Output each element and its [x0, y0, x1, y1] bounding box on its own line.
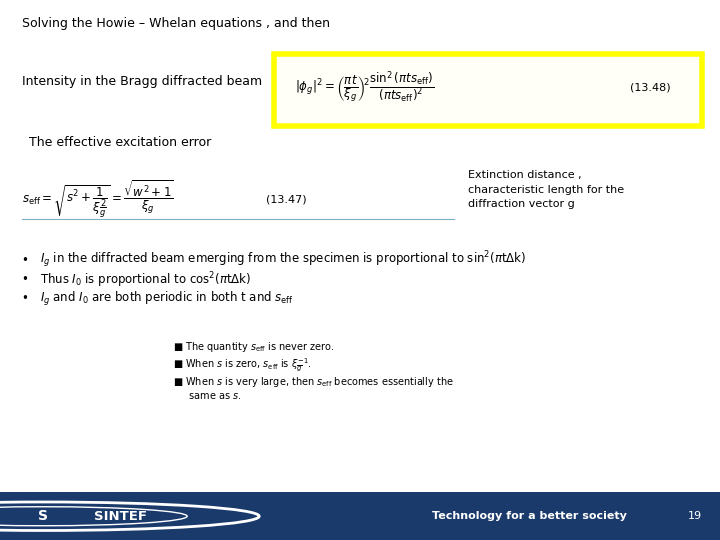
- Text: $I_g$ and $I_0$ are both periodic in both t and $s_{\mathrm{eff}}$: $I_g$ and $I_0$ are both periodic in bot…: [40, 290, 294, 308]
- Text: $|\phi_g|^2 = \left(\dfrac{\pi t}{\xi_g}\right)^{\!2} \dfrac{\sin^2(\pi t s_{\rm: $|\phi_g|^2 = \left(\dfrac{\pi t}{\xi_g}…: [295, 69, 434, 105]
- Text: Technology for a better society: Technology for a better society: [432, 511, 627, 521]
- Text: Extinction distance ,
characteristic length for the
diffraction vector g: Extinction distance , characteristic len…: [468, 170, 624, 210]
- Text: $I_g$ in the diffracted beam emerging from the specimen is proportional to sin$^: $I_g$ in the diffracted beam emerging fr…: [40, 249, 526, 271]
- Text: •: •: [22, 273, 29, 286]
- Text: (13.47): (13.47): [266, 194, 307, 205]
- Text: •: •: [22, 293, 29, 306]
- Text: $s_{\rm eff} = \sqrt{s^2 + \dfrac{1}{\xi_{\overline{g}}^2}} = \dfrac{\sqrt{w^2+1: $s_{\rm eff} = \sqrt{s^2 + \dfrac{1}{\xi…: [22, 179, 174, 220]
- Text: $\blacksquare$ When $s$ is zero, $s_{\rm eff}$ is $\xi_{\overline{g}}^{-1}$.: $\blacksquare$ When $s$ is zero, $s_{\rm…: [173, 356, 312, 373]
- Text: $\blacksquare$ When $s$ is very large, then $s_{\rm eff}$ becomes essentially th: $\blacksquare$ When $s$ is very large, t…: [173, 375, 454, 389]
- Text: Intensity in the Bragg diffracted beam: Intensity in the Bragg diffracted beam: [22, 75, 262, 88]
- Text: Solving the Howie – Whelan equations , and then: Solving the Howie – Whelan equations , a…: [22, 17, 330, 30]
- FancyBboxPatch shape: [274, 54, 702, 126]
- Text: same as $s$.: same as $s$.: [173, 392, 241, 401]
- Text: (13.48): (13.48): [630, 82, 670, 92]
- Text: 19: 19: [688, 511, 702, 521]
- Text: The effective excitation error: The effective excitation error: [29, 136, 211, 150]
- Text: S: S: [38, 509, 48, 523]
- Text: $\blacksquare$ The quantity $s_{\rm eff}$ is never zero.: $\blacksquare$ The quantity $s_{\rm eff}…: [173, 340, 335, 354]
- Text: SINTEF: SINTEF: [94, 510, 147, 523]
- Text: •: •: [22, 253, 29, 267]
- Text: Thus $I_0$ is proportional to cos$^2$($\pi$t$\Delta$k): Thus $I_0$ is proportional to cos$^2$($\…: [40, 270, 251, 289]
